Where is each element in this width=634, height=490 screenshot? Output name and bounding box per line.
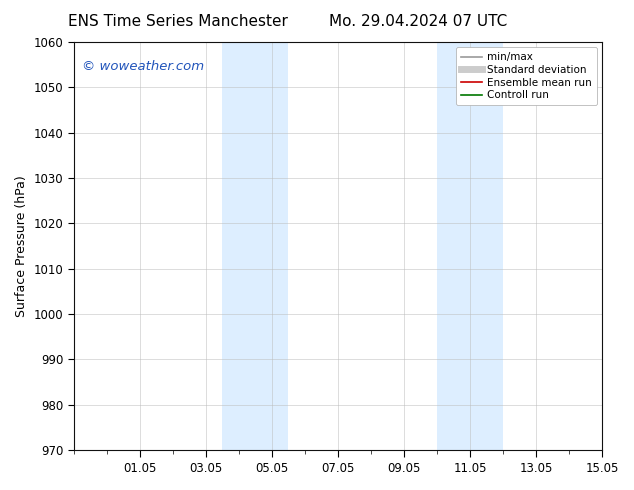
Bar <box>223 42 288 450</box>
Text: © woweather.com: © woweather.com <box>82 60 204 74</box>
Bar <box>437 42 503 450</box>
Y-axis label: Surface Pressure (hPa): Surface Pressure (hPa) <box>15 175 28 317</box>
Text: Mo. 29.04.2024 07 UTC: Mo. 29.04.2024 07 UTC <box>329 14 508 29</box>
Legend: min/max, Standard deviation, Ensemble mean run, Controll run: min/max, Standard deviation, Ensemble me… <box>456 47 597 105</box>
Text: ENS Time Series Manchester: ENS Time Series Manchester <box>68 14 287 29</box>
